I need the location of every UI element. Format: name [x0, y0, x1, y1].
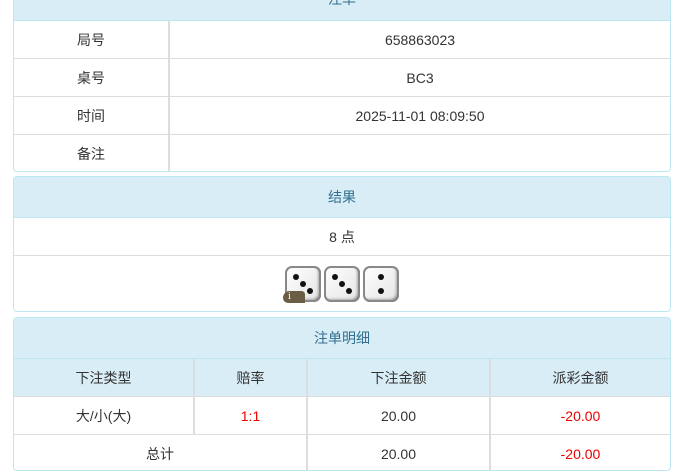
table-row: 大/小(大) 1:1 20.00 -20.00: [14, 396, 670, 435]
time-value: 2025-11-01 08:09:50: [168, 96, 670, 135]
order-panel-title: 注单: [14, 0, 670, 21]
table-row: 桌号 BC3: [14, 58, 670, 97]
details-table: 下注类型 赔率 下注金额 派彩金额 大/小(大) 1:1 20.00 -20.0…: [14, 359, 670, 470]
die-pip: [378, 287, 384, 294]
details-panel-title: 注单明细: [14, 318, 670, 359]
details-panel: 注单明细 下注类型 赔率 下注金额 派彩金额 大/小(大) 1:1 20.00 …: [13, 317, 671, 471]
round-id-value: 658863023: [168, 21, 670, 59]
die-3-icon: [324, 265, 360, 302]
dice-cell: i: [14, 255, 670, 311]
row-label: 局号: [77, 31, 105, 48]
order-table: 局号 658863023 桌号 BC3 时间 2025-11-01 08:09:50 …: [14, 21, 670, 171]
die-pip: [378, 273, 384, 280]
col-header: 下注类型: [14, 359, 194, 397]
col-header: 赔率: [193, 359, 307, 397]
remark-value: [168, 134, 670, 171]
payout: -20.00: [489, 396, 670, 435]
table-row: 局号 658863023: [14, 21, 670, 59]
result-table: 8 点 i: [14, 218, 670, 311]
header-row: 下注类型 赔率 下注金额 派彩金额: [14, 359, 670, 397]
die-pip: [307, 287, 313, 294]
odds: 1:1: [193, 396, 307, 435]
total-label: 总计: [14, 434, 307, 470]
die-3-icon: i: [283, 265, 321, 303]
bet-type: 大/小(大): [14, 396, 194, 435]
total-row: 总计 20.00 -20.00: [14, 434, 670, 470]
points-value: 8 点: [329, 228, 355, 245]
total-amount: 20.00: [306, 434, 490, 470]
die-pip: [293, 273, 299, 280]
table-row: 时间 2025-11-01 08:09:50: [14, 96, 670, 135]
die-pip: [332, 273, 338, 280]
result-panel: 结果 8 点 i: [13, 176, 671, 312]
col-header: 下注金额: [306, 359, 490, 397]
total-payout: -20.00: [489, 434, 670, 470]
die-pip: [339, 280, 345, 287]
table-row: 备注: [14, 134, 670, 171]
table-id-value: BC3: [168, 58, 670, 97]
die-pip: [346, 287, 352, 294]
col-header: 派彩金额: [489, 359, 670, 397]
row-label: 时间: [14, 96, 169, 135]
bet-amount: 20.00: [306, 396, 490, 435]
die-2-icon: [363, 265, 399, 302]
row-label: 备注: [14, 134, 169, 171]
row-label: 桌号: [14, 58, 169, 97]
info-badge-icon[interactable]: i: [283, 290, 305, 303]
dice-group: i: [283, 265, 399, 303]
die-pip: [300, 280, 306, 287]
result-panel-title: 结果: [14, 177, 670, 218]
